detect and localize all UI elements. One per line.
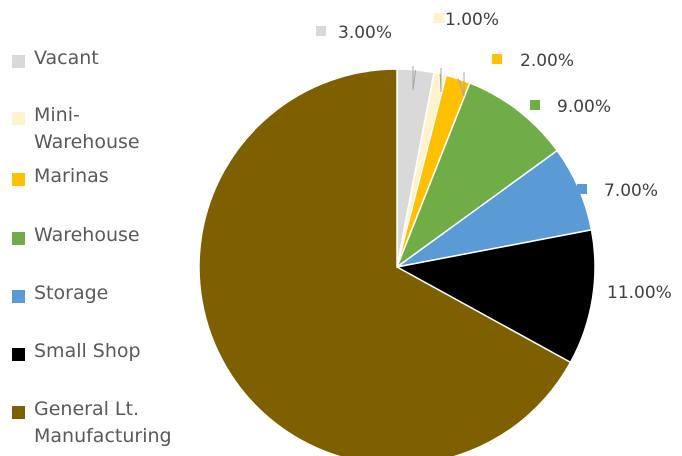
legend-swatch [12,232,25,245]
legend-label: Marinas [34,165,109,187]
leader-line [412,66,417,91]
legend-label: General Lt. Manufacturing [34,398,172,447]
data-label: 11.00% [607,283,672,303]
data-label-swatch [492,54,502,64]
chart-legend: Vacant Mini- Warehouse Marinas Warehouse Sto… [0,0,230,456]
pie-slice [394,229,596,364]
legend-swatch [12,290,25,303]
data-label-swatch [530,100,540,110]
data-label: 9.00% [557,97,611,117]
data-label: 1.00% [445,10,499,30]
legend-swatch [12,55,25,68]
legend-label: Small Shop [34,340,141,362]
pie-slice [395,81,559,270]
legend-swatch [12,112,25,125]
legend-label: Vacant [34,47,99,69]
data-label: 2.00% [520,51,574,71]
leader-line [457,72,465,97]
pie-slice [198,68,572,456]
legend-swatch [12,406,25,419]
data-label: 7.00% [604,181,658,201]
legend-swatch [12,348,25,361]
data-label-swatch [316,26,326,36]
data-label: 3.00% [338,23,392,43]
legend-swatch [12,173,25,186]
data-label-swatch [434,13,444,23]
legend-label: Warehouse [34,224,140,246]
legend-label: Mini- Warehouse [34,104,140,153]
legend-label: Storage [34,282,109,304]
leader-line [439,68,442,93]
data-label-swatch [577,184,587,194]
